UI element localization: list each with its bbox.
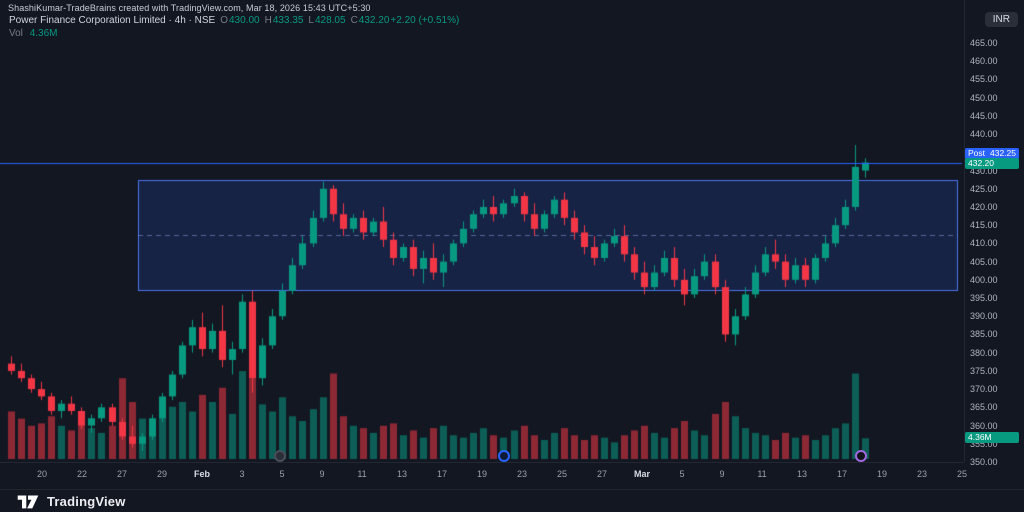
price-tick-label: 465.00 — [970, 38, 998, 48]
close-value: 432.20 — [358, 15, 390, 26]
time-axis-label: Feb — [193, 469, 211, 479]
price-tick-label: 460.00 — [970, 56, 998, 67]
time-axis-label: 11 — [357, 469, 367, 479]
post-label: Post — [968, 148, 986, 158]
timeline-event-icon[interactable] — [498, 450, 511, 462]
time-axis-label: 9 — [319, 469, 325, 479]
price-tick-label: 430.00 — [970, 165, 998, 176]
time-axis-label: 22 — [76, 469, 88, 479]
price-tick-label: 380.00 — [970, 347, 998, 358]
price-tick-label: 350.00 — [970, 457, 998, 467]
time-axis-label: 5 — [279, 469, 285, 479]
time-axis-label: 17 — [436, 469, 448, 479]
time-axis-label: 27 — [116, 469, 128, 479]
footer-bar: TradingView — [0, 489, 1024, 512]
post-value: 432.25 — [990, 148, 1016, 158]
time-axis-label: 9 — [719, 469, 725, 479]
price-tick-label: 395.00 — [970, 293, 998, 304]
volume-tag: 4.36M — [965, 432, 1019, 444]
price-tick-label: 425.00 — [970, 183, 998, 194]
currency-button[interactable]: INR — [984, 12, 1018, 27]
time-axis-label: 13 — [396, 469, 408, 479]
price-tick-label: 405.00 — [970, 256, 998, 267]
price-tick-label: 370.00 — [970, 384, 998, 395]
time-axis-label: 17 — [836, 469, 848, 479]
time-axis-label: 27 — [596, 469, 608, 479]
time-axis-label: 23 — [916, 469, 928, 479]
price-tick-label: 390.00 — [970, 311, 998, 322]
open-value: 430.00 — [228, 15, 260, 26]
time-axis-label: Mar — [633, 469, 651, 479]
price-tick-label: 420.00 — [970, 201, 998, 212]
price-tick-label: 385.00 — [970, 329, 998, 340]
price-tick-label: 355.00 — [970, 438, 998, 449]
symbol-title[interactable]: Power Finance Corporation Limited · 4h ·… — [9, 15, 216, 26]
time-axis-label: 29 — [156, 469, 168, 479]
high-label: H — [264, 15, 272, 26]
volume-legend[interactable]: Vol 4.36M — [9, 28, 57, 39]
price-tick-label: 450.00 — [970, 92, 998, 103]
open-label: O — [220, 15, 228, 26]
time-axis-label: 11 — [757, 469, 767, 479]
change-value: +2.20 (+0.51%) — [390, 15, 460, 26]
candlestick-chart-canvas[interactable] — [0, 0, 964, 462]
low-label: L — [308, 15, 314, 26]
timeline-event-icon[interactable] — [273, 450, 286, 462]
attribution-text: ShashiKumar-TradeBrains created with Tra… — [8, 3, 371, 13]
post-market-price-tag: Post 432.25 — [965, 148, 1019, 159]
time-axis-label: 19 — [476, 469, 488, 479]
price-tick-label: 360.00 — [970, 420, 998, 431]
brand-name[interactable]: TradingView — [47, 493, 126, 509]
high-value: 433.35 — [272, 15, 304, 26]
price-scale[interactable]: INR 465.00 460.00 455.00 450.00 445.00 440.00… — [964, 0, 1024, 467]
time-axis-label: 25 — [956, 469, 968, 479]
volume-value: 4.36M — [29, 28, 58, 39]
price-tick-label: 415.00 — [970, 220, 998, 231]
tradingview-logo-icon[interactable] — [16, 492, 40, 511]
price-tick-label: 410.00 — [970, 238, 998, 249]
price-tick-label: 375.00 — [970, 365, 998, 376]
timeline-event-icon[interactable] — [854, 450, 867, 462]
price-tick-label: 455.00 — [970, 74, 998, 85]
close-label: C — [350, 15, 358, 26]
time-axis-label: 19 — [876, 469, 888, 479]
price-tick-label: 440.00 — [970, 129, 998, 140]
time-axis-label: 25 — [556, 469, 568, 479]
time-scale[interactable]: 20 22 27 29 Feb 3 5 9 11 13 17 19 23 25 27 Mar 5 9 11 13 17 1… — [0, 462, 968, 490]
time-axis-label: 20 — [36, 469, 48, 479]
price-tick-label: 445.00 — [970, 110, 998, 121]
last-price-tag: 432.20 — [965, 158, 1019, 169]
time-axis-label: 5 — [679, 469, 685, 479]
price-tick-label: 365.00 — [970, 402, 998, 413]
time-axis-label: 23 — [516, 469, 528, 479]
symbol-legend[interactable]: Power Finance Corporation Limited · 4h ·… — [9, 15, 459, 26]
price-tick-label: 400.00 — [970, 274, 998, 285]
low-value: 428.05 — [314, 15, 346, 26]
time-axis-label: 3 — [239, 469, 245, 479]
time-axis-label: 13 — [796, 469, 808, 479]
volume-label: Vol — [9, 28, 23, 39]
